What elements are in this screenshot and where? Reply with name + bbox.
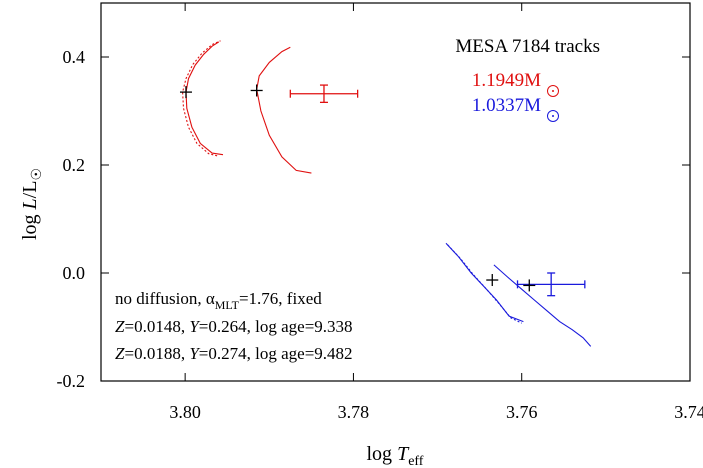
evolution-tracks (182, 40, 592, 347)
y-tick-label: -0.2 (57, 371, 86, 391)
axis-tick-labels: 3.80 3.78 3.76 3.74 -0.2 0.0 0.2 0.4 (57, 47, 703, 422)
y-tick-label: 0.0 (63, 263, 86, 283)
x-tick-label: 3.74 (674, 402, 703, 422)
legend-entry-2: 1.0337M (472, 95, 541, 116)
legend-entry-1: 1.1949M (472, 70, 541, 91)
annotation-line-2: Z=0.0148, Y=0.264, log age=9.338 (115, 317, 353, 336)
x-axis-label: log Teff (367, 443, 424, 468)
y-tick-label: 0.4 (63, 47, 86, 67)
plot-frame (100, 2, 691, 382)
track-line-4 (447, 244, 522, 324)
track-line-2 (256, 46, 312, 174)
model-marker-1 (250, 84, 263, 97)
x-tick-label: 3.78 (338, 402, 370, 422)
x-tick-label: 3.80 (169, 402, 201, 422)
y-axis-label: log L/L☉ (19, 168, 45, 240)
legend-title: MESA 7184 tracks (455, 36, 600, 57)
sun-symbol-red (547, 85, 559, 97)
track-line-5 (493, 264, 592, 347)
track-line-3 (445, 242, 524, 323)
model-marker-3 (523, 279, 536, 292)
observation-errorbar-0 (289, 84, 359, 104)
axis-ticks (101, 3, 691, 382)
model-marker-0 (179, 86, 192, 99)
annotation-line-1: no diffusion, αMLT=1.76, fixed (115, 289, 322, 312)
observation-errorbar-1 (516, 272, 586, 297)
observation-points (289, 84, 586, 297)
y-tick-label: 0.2 (63, 155, 86, 175)
track-line-1 (182, 40, 221, 157)
sun-symbol-blue (547, 110, 559, 122)
annotation-line-3: Z=0.0188, Y=0.274, log age=9.482 (115, 344, 353, 363)
svg-text:log L/L☉: log L/L☉ (19, 168, 45, 240)
model-marker-2 (486, 274, 499, 287)
x-tick-label: 3.76 (506, 402, 538, 422)
model-markers (179, 84, 536, 292)
track-line-0 (185, 41, 224, 156)
